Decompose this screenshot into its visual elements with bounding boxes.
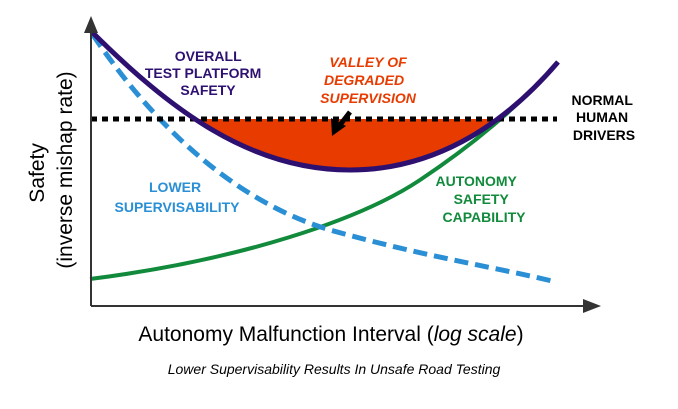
axes: [84, 16, 601, 313]
y-axis-title: Safety (inverse mishap rate): [26, 71, 77, 268]
x-axis-title: Autonomy Malfunction Interval (log scale…: [138, 323, 523, 346]
overall-test-platform-safety-label: OVERALL TEST PLATFORM SAFETY: [145, 48, 265, 98]
normal-human-drivers-label: NORMAL HUMAN DRIVERS: [571, 92, 636, 143]
valley-pointer-arrow: [331, 110, 352, 136]
lower-supervisability-curve: [90, 33, 557, 285]
valley-of-degraded-supervision-area: [90, 119, 558, 170]
lower-supervisability-label: LOWER SUPERVISABILITY: [115, 179, 241, 215]
x-axis-arrowhead: [583, 299, 601, 313]
valley-of-degraded-supervision-label: VALLEY OF DEGRADED SUPERVISION: [320, 54, 417, 106]
y-axis-arrowhead: [84, 16, 98, 33]
overall-test-platform-safety-curve: [88, 28, 560, 173]
figure-caption: Lower Supervisability Results In Unsafe …: [168, 361, 501, 377]
autonomy-safety-capability-label: AUTONOMY SAFETY CAPABILITY: [435, 173, 526, 225]
